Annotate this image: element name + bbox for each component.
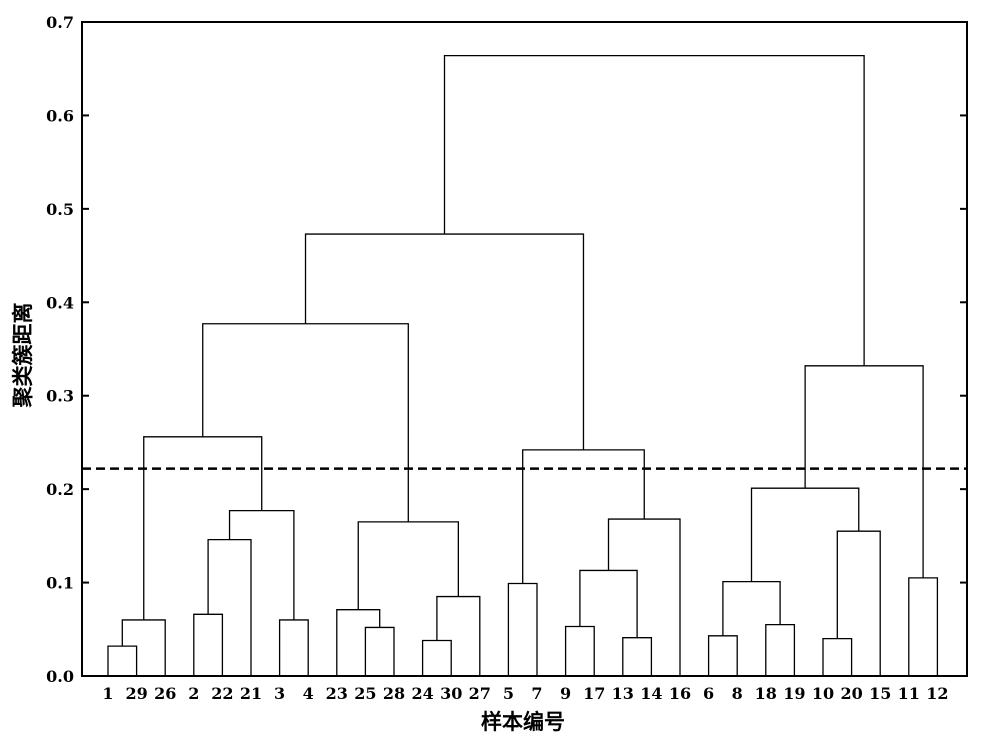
leaf-label: 8 bbox=[732, 684, 743, 703]
dendrogram-link bbox=[121, 619, 166, 676]
leaf-label: 4 bbox=[303, 684, 314, 703]
leaf-label: 17 bbox=[583, 684, 605, 703]
dendrogram-link bbox=[765, 623, 796, 676]
y-axis-title: 聚类簇距离 bbox=[10, 303, 35, 409]
y-tick-label: 0.2 bbox=[46, 480, 74, 499]
leaf-label: 10 bbox=[812, 684, 834, 703]
dendrogram-link bbox=[579, 569, 638, 638]
leaf-label: 15 bbox=[869, 684, 891, 703]
y-tick-label: 0.5 bbox=[46, 200, 74, 219]
leaf-label: 21 bbox=[240, 684, 262, 703]
dendrogram-link bbox=[436, 595, 481, 676]
dendrogram-link bbox=[750, 487, 860, 582]
leaf-label: 5 bbox=[503, 684, 514, 703]
leaf-label: 11 bbox=[898, 684, 920, 703]
y-axis-ticks: 0.0 0.1 0.2 0.3 0.4 0.5 0.6 0.7 bbox=[46, 13, 967, 686]
dendrogram-link bbox=[421, 639, 452, 676]
leaf-label: 26 bbox=[154, 684, 176, 703]
leaf-label: 18 bbox=[755, 684, 777, 703]
leaf-label: 12 bbox=[926, 684, 948, 703]
leaf-label: 30 bbox=[440, 684, 462, 703]
dendrogram-link bbox=[822, 637, 853, 676]
leaf-label: 16 bbox=[669, 684, 691, 703]
x-axis-leaf-labels: 1 29 26 2 22 21 3 4 23 25 28 24 30 27 5 7 9 17 13 14 16 6 8 18 1… bbox=[102, 684, 948, 703]
dendrogram-link bbox=[804, 365, 924, 578]
leaf-label: 27 bbox=[469, 684, 491, 703]
leaf-label: 13 bbox=[612, 684, 634, 703]
y-tick-label: 0.3 bbox=[46, 387, 74, 406]
dendrogram-link bbox=[507, 582, 538, 676]
dendrogram-link bbox=[193, 613, 224, 676]
dendrogram-link bbox=[364, 626, 395, 676]
dendrogram-link bbox=[722, 580, 781, 636]
y-tick-label: 0.0 bbox=[46, 667, 74, 686]
leaf-label: 14 bbox=[640, 684, 662, 703]
dendrogram-link bbox=[228, 509, 295, 620]
leaf-label: 20 bbox=[840, 684, 862, 703]
dendrogram-link bbox=[564, 625, 595, 676]
dendrogram-link bbox=[278, 619, 309, 676]
y-tick-label: 0.4 bbox=[46, 293, 74, 312]
dendrogram-link bbox=[143, 436, 263, 620]
leaf-label: 25 bbox=[354, 684, 376, 703]
dendrogram-link bbox=[357, 521, 459, 610]
leaf-label: 9 bbox=[560, 684, 571, 703]
y-tick-label: 0.1 bbox=[46, 574, 74, 593]
leaf-label: 7 bbox=[531, 684, 542, 703]
leaf-label: 3 bbox=[274, 684, 285, 703]
dendrogram-link bbox=[908, 577, 939, 676]
x-axis-title: 样本编号 bbox=[481, 709, 565, 734]
leaf-label: 22 bbox=[211, 684, 233, 703]
dendrogram-link bbox=[336, 609, 381, 676]
dendrogram-link bbox=[522, 449, 645, 584]
dendrogram-link bbox=[707, 635, 738, 676]
dendrogram-tree bbox=[107, 54, 939, 676]
dendrogram-link bbox=[207, 538, 252, 676]
y-tick-label: 0.7 bbox=[46, 13, 74, 32]
plot-frame bbox=[81, 21, 968, 677]
leaf-label: 19 bbox=[783, 684, 805, 703]
y-tick-label: 0.6 bbox=[46, 106, 74, 125]
dendrogram-link bbox=[607, 518, 681, 676]
dendrogram-link bbox=[107, 645, 138, 676]
leaf-label: 1 bbox=[102, 684, 113, 703]
leaf-label: 23 bbox=[326, 684, 348, 703]
dendrogram-link bbox=[304, 233, 585, 450]
leaf-label: 2 bbox=[188, 684, 199, 703]
leaf-label: 6 bbox=[703, 684, 714, 703]
leaf-label: 28 bbox=[383, 684, 405, 703]
leaf-label: 24 bbox=[411, 684, 433, 703]
dendrogram-link bbox=[836, 530, 881, 676]
leaf-label: 29 bbox=[125, 684, 147, 703]
dendrogram-link bbox=[202, 323, 409, 522]
dendrogram-link bbox=[443, 54, 865, 366]
dendrogram-link bbox=[622, 637, 653, 676]
